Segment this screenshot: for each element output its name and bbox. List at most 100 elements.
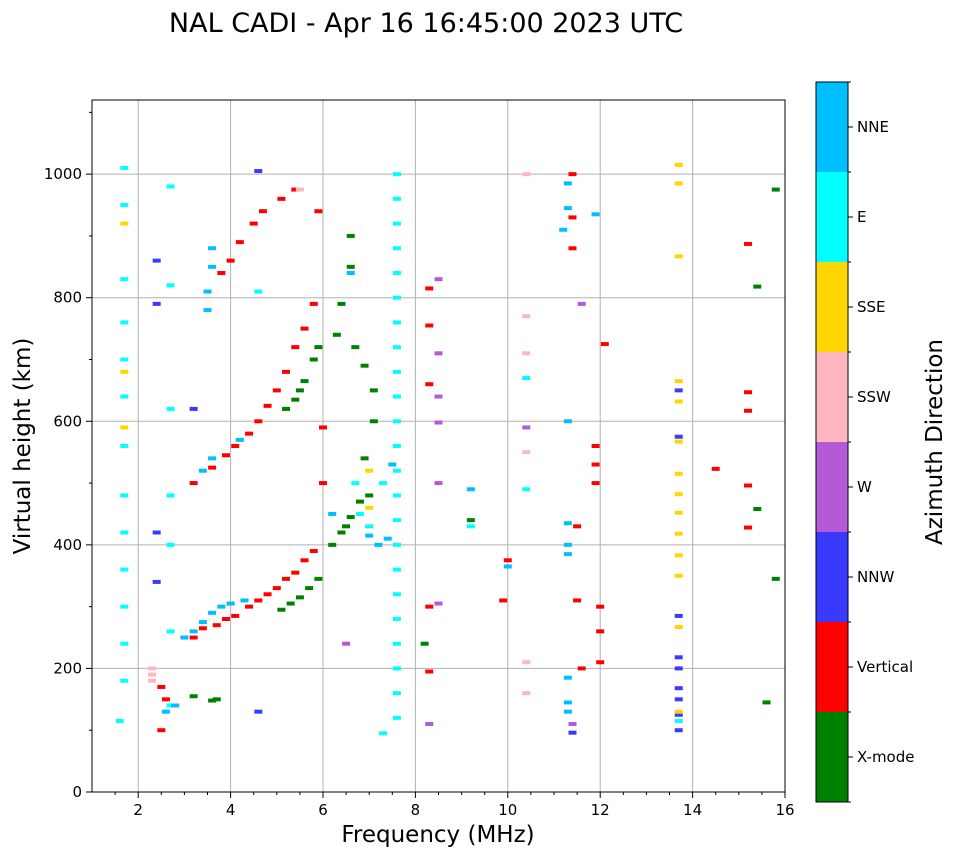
data-point	[148, 678, 157, 683]
data-point	[212, 623, 221, 628]
data-point	[744, 483, 753, 488]
data-point	[674, 718, 683, 723]
colorbar-swatch	[816, 622, 848, 712]
data-point	[282, 576, 291, 581]
data-point	[328, 511, 337, 516]
data-point	[563, 181, 572, 186]
data-point	[337, 530, 346, 535]
data-point	[203, 289, 212, 294]
data-point	[392, 320, 401, 325]
data-point	[161, 697, 170, 702]
data-point	[674, 625, 683, 630]
data-point	[226, 601, 235, 606]
data-point	[351, 345, 360, 350]
data-point	[314, 345, 323, 350]
data-point	[282, 369, 291, 374]
data-point	[355, 511, 364, 516]
data-point	[674, 492, 683, 497]
colorbar-category-label: SSE	[857, 298, 886, 316]
data-point	[240, 598, 249, 603]
data-point	[300, 379, 309, 384]
data-point	[674, 434, 683, 439]
data-point	[369, 419, 378, 424]
data-point	[263, 592, 272, 597]
data-point	[674, 471, 683, 476]
data-point	[254, 419, 263, 424]
data-point	[148, 666, 157, 671]
data-point	[674, 388, 683, 393]
data-point	[466, 524, 475, 529]
data-point	[591, 444, 600, 448]
data-point	[300, 326, 309, 331]
y-tick-label: 600	[53, 412, 82, 430]
data-point	[286, 601, 295, 606]
data-point	[166, 283, 175, 288]
y-tick-label: 1000	[44, 165, 82, 183]
data-point	[392, 641, 401, 646]
data-point	[305, 586, 314, 591]
data-point	[120, 425, 129, 430]
data-point	[166, 493, 175, 498]
colorbar-swatch	[816, 352, 848, 442]
data-point	[254, 289, 263, 294]
data-point	[115, 718, 124, 723]
data-point	[563, 709, 572, 714]
data-point	[392, 172, 401, 177]
data-point	[291, 345, 300, 350]
data-point	[568, 215, 577, 220]
data-point	[674, 666, 683, 671]
data-point	[425, 604, 434, 609]
data-point	[434, 394, 443, 399]
data-point	[563, 700, 572, 705]
data-point	[577, 301, 586, 306]
data-point	[189, 406, 198, 411]
data-point	[309, 357, 318, 362]
data-point	[674, 655, 683, 660]
data-point	[254, 709, 263, 714]
data-point	[522, 450, 531, 455]
data-point	[263, 403, 272, 408]
data-points	[115, 162, 780, 736]
data-point	[208, 264, 217, 269]
colorbar-swatch	[816, 262, 848, 352]
data-point	[120, 221, 129, 226]
data-point	[360, 363, 369, 368]
data-point	[674, 709, 683, 714]
data-point	[189, 635, 198, 640]
data-point	[291, 187, 300, 192]
data-point	[522, 691, 531, 696]
data-point	[365, 524, 374, 529]
y-tick-label: 200	[53, 659, 82, 677]
data-point	[591, 212, 600, 217]
y-axis-label: Virtual height (km)	[10, 338, 36, 555]
x-tick-label: 8	[411, 801, 421, 819]
data-point	[148, 672, 157, 677]
data-point	[744, 525, 753, 530]
data-point	[434, 420, 443, 425]
data-point	[674, 379, 683, 384]
colorbar-category-label: W	[857, 478, 872, 496]
data-point	[425, 722, 434, 727]
data-point	[226, 258, 235, 263]
data-point	[392, 468, 401, 473]
colorbar-label: Azimuth Direction	[922, 339, 948, 545]
data-point	[120, 641, 129, 646]
data-point	[152, 301, 161, 306]
data-point	[208, 465, 217, 470]
data-point	[277, 196, 286, 201]
data-point	[392, 419, 401, 424]
y-tick-label: 800	[53, 289, 82, 307]
data-point	[392, 493, 401, 498]
data-point	[674, 728, 683, 733]
data-point	[600, 342, 609, 347]
data-point	[120, 678, 129, 683]
data-point	[245, 431, 254, 436]
data-point	[420, 641, 429, 646]
data-point	[392, 715, 401, 720]
data-point	[189, 629, 198, 634]
data-point	[563, 206, 572, 211]
data-point	[596, 660, 605, 665]
data-point	[392, 221, 401, 226]
data-point	[596, 604, 605, 609]
data-point	[346, 515, 355, 520]
